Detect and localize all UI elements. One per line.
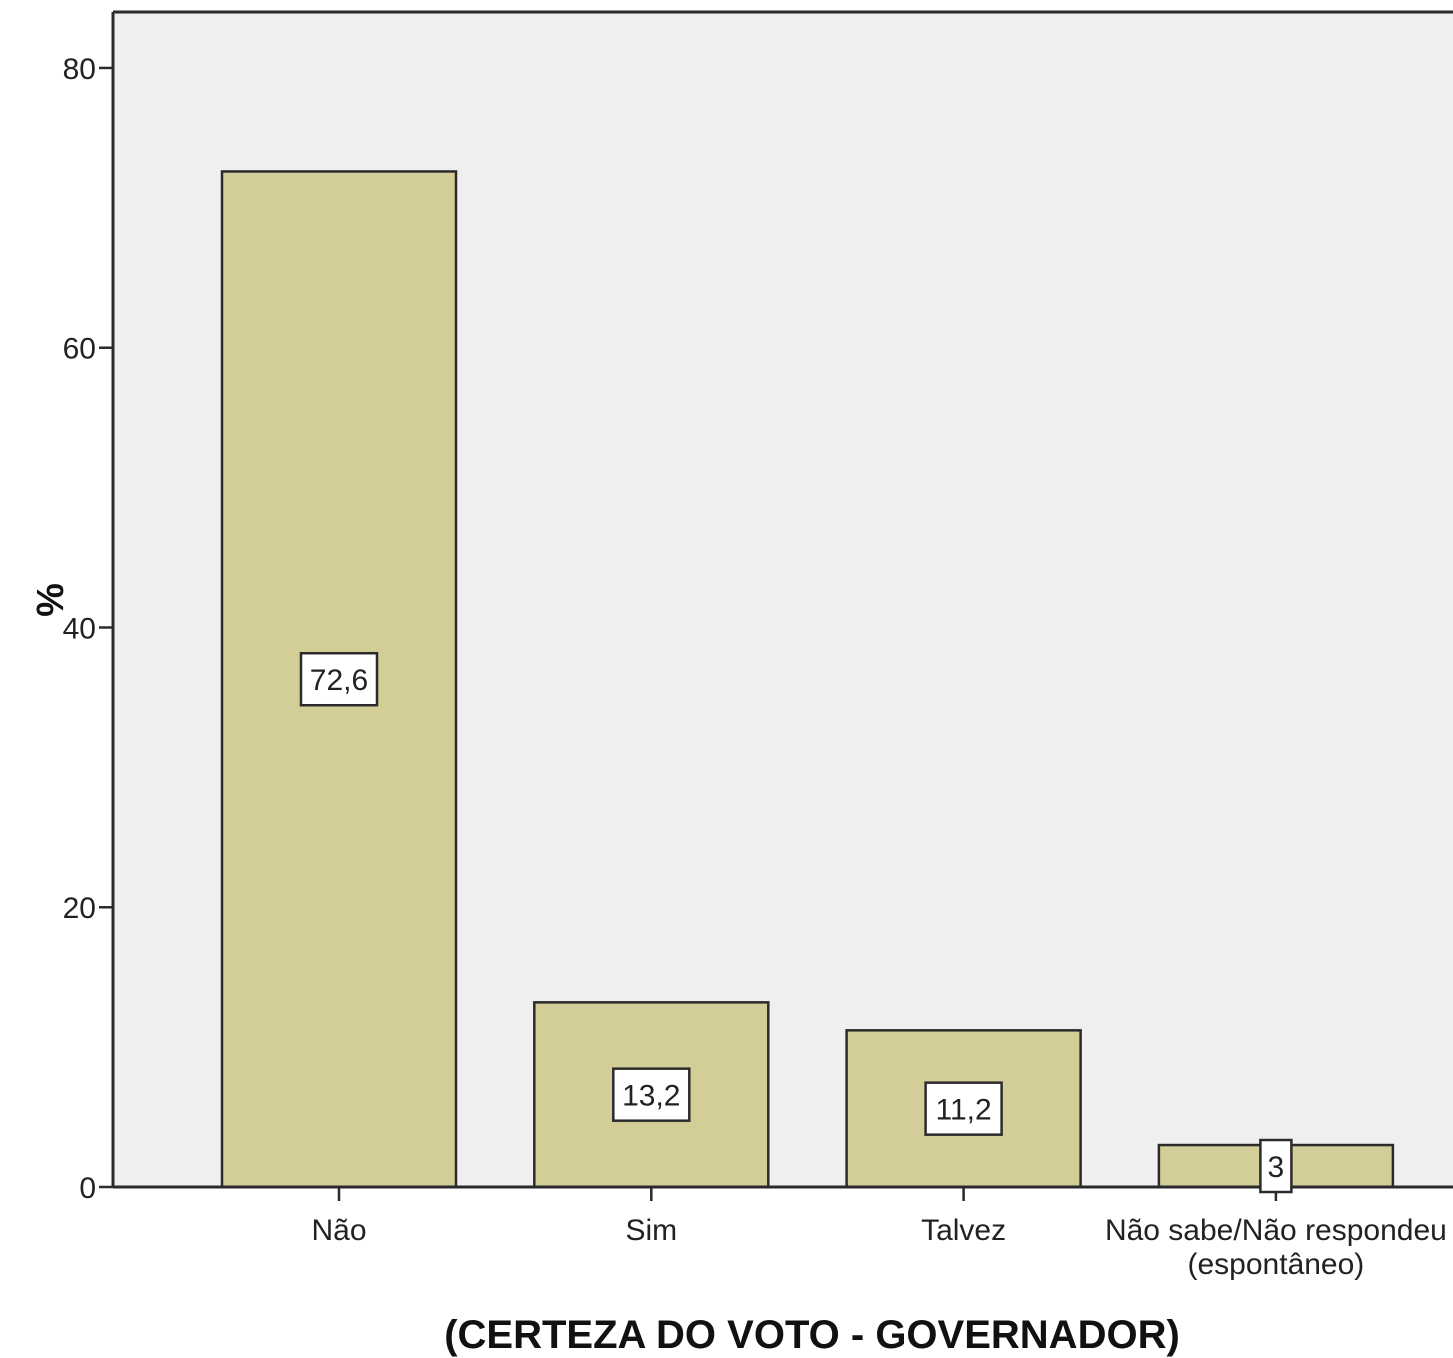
data-label: 72,6: [310, 664, 368, 697]
x-tick-label: Não sabe/Não respondeu (espontâneo): [1105, 1214, 1447, 1281]
labels-layer: 72,6 13,2 11,2 3: [299, 651, 1293, 1194]
x-tick-label: Sim: [625, 1214, 677, 1247]
data-label-box: [924, 1081, 1003, 1136]
x-tick-label: Talvez: [921, 1214, 1006, 1247]
axes-layer: 0 20 40 60 80 Não Sim Talvez Não sabe/Não respon…: [63, 10, 1453, 1281]
data-label: 3: [1268, 1151, 1285, 1184]
y-tick-label: 20: [63, 892, 96, 925]
y-tick-label: 0: [79, 1172, 96, 1205]
data-label: 13,2: [622, 1080, 680, 1113]
data-label-box: [612, 1067, 691, 1122]
y-tick-label: 60: [63, 333, 96, 366]
x-tick-label: Não: [311, 1214, 366, 1247]
y-axis-title: %: [28, 583, 70, 617]
y-tick-label: 40: [63, 612, 96, 645]
x-axis-title: (CERTEZA DO VOTO - GOVERNADOR): [444, 1313, 1180, 1357]
data-label-box: [299, 651, 379, 707]
data-label: 11,2: [936, 1094, 992, 1127]
data-label-box: [1259, 1138, 1293, 1194]
y-tick-label: 80: [63, 53, 96, 86]
